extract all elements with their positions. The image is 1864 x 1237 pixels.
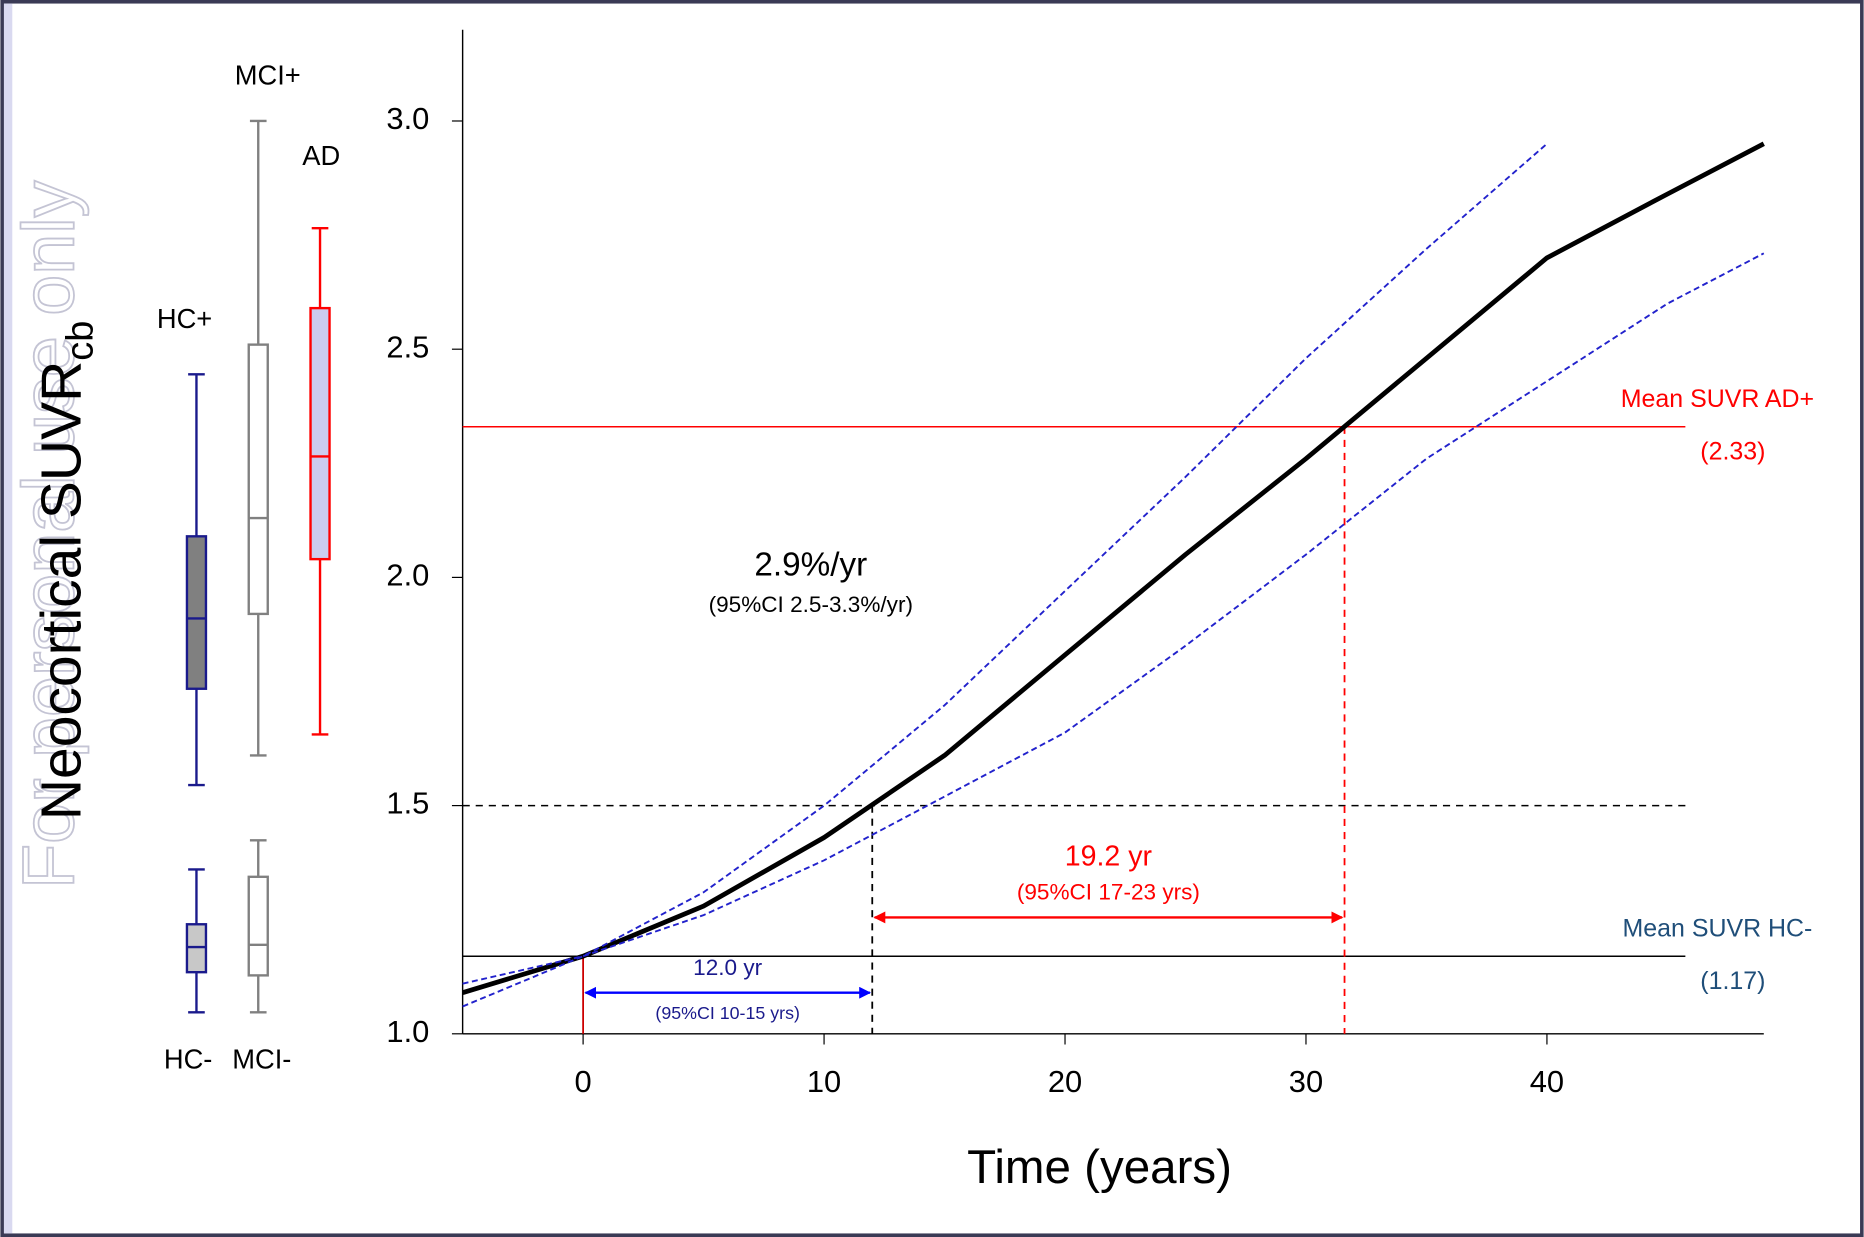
watermark: For personal use only: [6, 180, 89, 888]
interval-label: 12.0 yr: [693, 955, 762, 980]
x-tick-label: 0: [575, 1064, 592, 1099]
rate-sublabel: (95%CI 2.5-3.3%/yr): [709, 592, 913, 617]
y-tick-label: 1.5: [386, 786, 429, 821]
box: [247, 343, 269, 616]
reference-label: Mean SUVR AD+: [1621, 385, 1814, 413]
interval-sublabel: (95%CI 17-23 yrs): [1017, 880, 1200, 905]
y-axis-title: Neocortical SUVRcb: [30, 321, 102, 821]
y-tick-label: 3.0: [386, 101, 429, 136]
reference-label: Mean SUVR HC-: [1623, 915, 1813, 943]
interval-sublabel: (95%CI 10-15 yrs): [655, 1003, 800, 1023]
x-tick-label: 30: [1289, 1064, 1323, 1099]
reference-value-label: (2.33): [1700, 438, 1765, 466]
box-label: HC-: [164, 1043, 213, 1074]
box-label: AD: [302, 140, 340, 171]
y-tick-label: 1.0: [386, 1014, 429, 1049]
x-axis-title: Time (years): [967, 1141, 1232, 1194]
box-label: HC+: [157, 303, 212, 334]
ci-line: [462, 252, 1765, 985]
box: [247, 875, 269, 977]
ci-line: [462, 143, 1548, 1008]
y-axis-title-sub: cb: [59, 321, 101, 361]
box-label: MCI+: [235, 59, 301, 90]
rate-label: 2.9%/yr: [754, 547, 867, 584]
box: [185, 535, 208, 690]
y-axis-title-main: Neocortical SUVR: [30, 361, 94, 820]
box: [309, 306, 331, 561]
x-tick-label: 20: [1048, 1064, 1082, 1099]
x-tick-label: 10: [807, 1064, 841, 1099]
y-tick-label: 2.0: [386, 558, 429, 593]
y-tick-label: 2.5: [386, 329, 429, 364]
frame-strip: [3, 3, 13, 1234]
box-label: MCI-: [232, 1043, 291, 1074]
interval-label: 19.2 yr: [1065, 841, 1153, 873]
fit-line: [461, 141, 1765, 995]
x-tick-label: 40: [1530, 1064, 1564, 1099]
reference-value-label: (1.17): [1700, 967, 1765, 995]
